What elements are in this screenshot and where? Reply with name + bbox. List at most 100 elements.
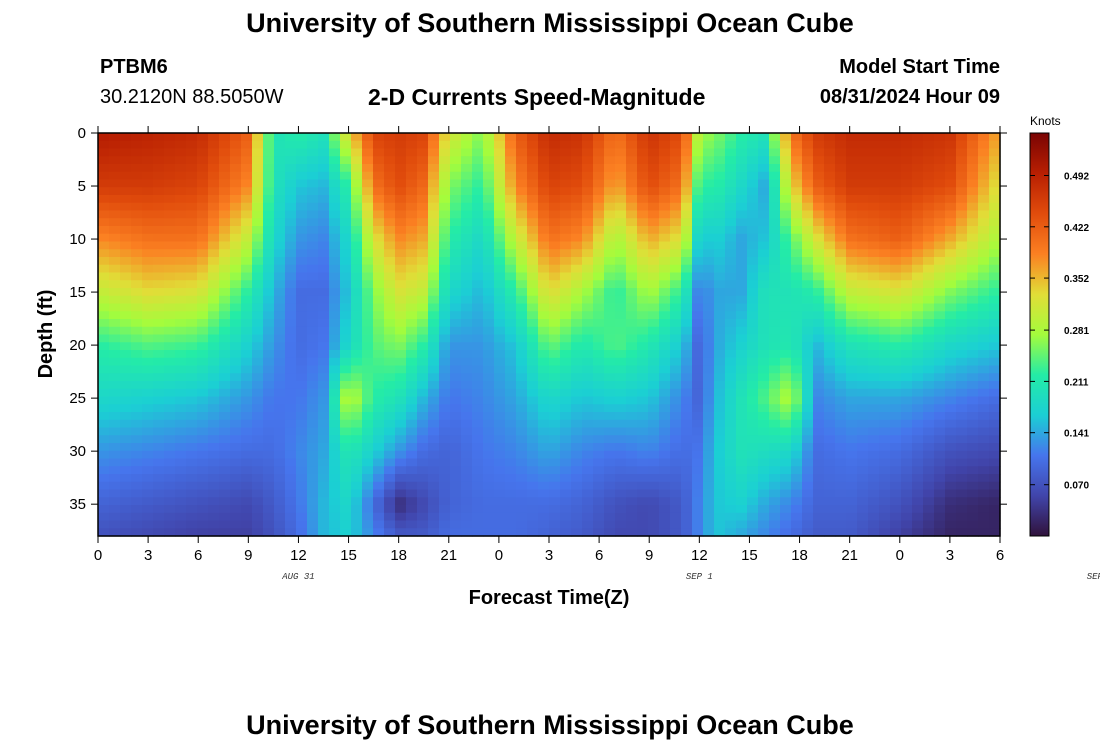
heatmap-cell	[296, 443, 308, 452]
heatmap-cell	[989, 241, 1001, 250]
heatmap-cell	[604, 458, 616, 467]
heatmap-cell	[175, 311, 187, 320]
heatmap-cell	[329, 474, 341, 483]
heatmap-cell	[296, 171, 308, 181]
heatmap-cell	[736, 396, 748, 405]
heatmap-cell	[769, 520, 781, 529]
heatmap-cell	[626, 226, 638, 235]
heatmap-cell	[142, 148, 154, 157]
heatmap-cell	[472, 241, 484, 250]
heatmap-cell	[307, 528, 319, 537]
heatmap-cell	[263, 412, 275, 421]
heatmap-cell	[879, 474, 891, 483]
heatmap-cell	[428, 365, 440, 374]
heatmap-cell	[197, 396, 209, 405]
heatmap-cell	[967, 350, 979, 359]
heatmap-cell	[164, 466, 176, 475]
heatmap-cell	[318, 148, 330, 157]
heatmap-cell	[681, 489, 693, 498]
heatmap-cell	[131, 497, 143, 506]
heatmap-cell	[923, 179, 935, 188]
heatmap-cell	[461, 497, 473, 506]
heatmap-cell	[802, 489, 814, 498]
heatmap-cell	[549, 412, 561, 421]
heatmap-cell	[637, 319, 649, 328]
heatmap-cell	[714, 520, 726, 529]
heatmap-cell	[208, 427, 220, 436]
heatmap-cell	[516, 505, 528, 514]
heatmap-cell	[824, 357, 836, 367]
heatmap-cell	[296, 264, 308, 274]
heatmap-cell	[780, 249, 792, 258]
heatmap-cell	[846, 218, 858, 227]
heatmap-cell	[802, 373, 814, 382]
heatmap-cell	[263, 334, 275, 343]
heatmap-cell	[263, 164, 275, 173]
heatmap-cell	[384, 288, 396, 297]
heatmap-cell	[527, 350, 539, 359]
heatmap-cell	[692, 303, 704, 312]
y-tick-label: 10	[69, 231, 86, 248]
heatmap-cell	[549, 450, 561, 460]
heatmap-cell	[857, 497, 869, 506]
heatmap-cell	[846, 489, 858, 498]
heatmap-cell	[857, 241, 869, 250]
heatmap-cell	[483, 326, 495, 336]
heatmap-cell	[835, 481, 847, 491]
heatmap-cell	[109, 171, 121, 181]
heatmap-cell	[307, 264, 319, 274]
heatmap-cell	[230, 133, 242, 142]
heatmap-cell	[274, 195, 286, 204]
heatmap-cell	[219, 179, 231, 188]
heatmap-cell	[901, 233, 913, 243]
heatmap-cell	[747, 179, 759, 188]
heatmap-cell	[285, 342, 297, 351]
heatmap-cell	[846, 280, 858, 289]
heatmap-cell	[186, 303, 198, 312]
heatmap-cell	[340, 171, 352, 181]
heatmap-cell	[417, 474, 429, 483]
heatmap-cell	[439, 156, 451, 165]
heatmap-cell	[263, 226, 275, 235]
heatmap-cell	[901, 458, 913, 467]
heatmap-cell	[824, 334, 836, 343]
heatmap-cell	[439, 210, 451, 219]
heatmap-cell	[747, 210, 759, 219]
heatmap-cell	[824, 419, 836, 429]
heatmap-cell	[626, 512, 638, 522]
heatmap-cell	[362, 497, 374, 506]
heatmap-cell	[318, 357, 330, 367]
heatmap-cell	[571, 505, 583, 514]
heatmap-cell	[131, 218, 143, 227]
heatmap-cell	[780, 497, 792, 506]
heatmap-cell	[901, 381, 913, 390]
heatmap-cell	[868, 381, 880, 390]
heatmap-cell	[714, 489, 726, 498]
heatmap-cell	[604, 171, 616, 181]
heatmap-cell	[340, 156, 352, 165]
heatmap-cell	[175, 156, 187, 165]
heatmap-cell	[527, 458, 539, 467]
heatmap-cell	[868, 466, 880, 475]
heatmap-cell	[813, 505, 825, 514]
heatmap-cell	[219, 202, 231, 212]
heatmap-cell	[186, 179, 198, 188]
heatmap-cell	[538, 148, 550, 157]
heatmap-cell	[483, 427, 495, 436]
heatmap-cell	[637, 396, 649, 405]
heatmap-cell	[351, 249, 363, 258]
heatmap-cell	[703, 466, 715, 475]
heatmap-cell	[362, 505, 374, 514]
heatmap-cell	[901, 443, 913, 452]
heatmap-cell	[494, 497, 506, 506]
heatmap-cell	[131, 412, 143, 421]
heatmap-cell	[978, 350, 990, 359]
heatmap-cell	[780, 187, 792, 196]
heatmap-cell	[879, 241, 891, 250]
heatmap-cell	[736, 474, 748, 483]
heatmap-cell	[857, 226, 869, 235]
heatmap-cell	[934, 210, 946, 219]
heatmap-cell	[571, 404, 583, 413]
heatmap-cell	[736, 381, 748, 390]
heatmap-cell	[252, 357, 264, 367]
